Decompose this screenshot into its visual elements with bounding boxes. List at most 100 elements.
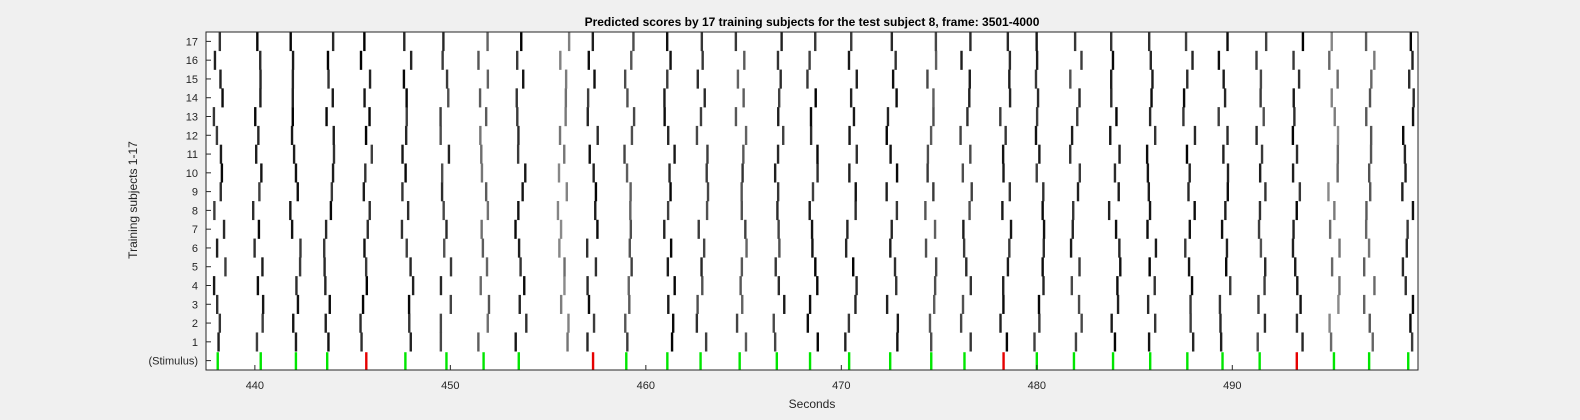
stimulus-mark-1 — [259, 352, 262, 370]
prediction-mark-24-11 — [1118, 144, 1121, 164]
prediction-mark-19-1 — [930, 332, 933, 352]
prediction-mark-1-14 — [259, 88, 262, 108]
prediction-mark-1-13 — [254, 107, 257, 127]
prediction-mark-24-14 — [1110, 88, 1113, 108]
prediction-mark-4-6 — [363, 238, 366, 258]
y-tick-label-3: 3 — [192, 299, 198, 311]
prediction-mark-14-6 — [745, 238, 748, 258]
plot-area — [205, 31, 1419, 371]
prediction-mark-21-16 — [1008, 50, 1012, 70]
prediction-mark-5-17 — [403, 32, 406, 52]
prediction-mark-23-11 — [1069, 144, 1072, 164]
prediction-mark-26-1 — [1191, 332, 1195, 352]
prediction-mark-7-6 — [481, 238, 485, 258]
y-axis-label: Training subjects 1-17 — [126, 141, 140, 259]
prediction-mark-24-8 — [1107, 201, 1111, 221]
prediction-mark-22-10 — [1035, 163, 1038, 183]
prediction-mark-30-14 — [1330, 88, 1333, 108]
prediction-mark-19-17 — [934, 32, 938, 52]
prediction-mark-3-14 — [331, 88, 334, 108]
prediction-mark-5-15 — [402, 69, 406, 89]
prediction-mark-0-5 — [224, 257, 227, 277]
prediction-mark-20-9 — [970, 182, 973, 202]
y-tick-label-2: 2 — [192, 318, 198, 330]
prediction-mark-9-4 — [563, 276, 566, 296]
prediction-mark-21-8 — [1001, 201, 1004, 221]
prediction-mark-12-15 — [666, 69, 669, 89]
prediction-mark-10-17 — [591, 32, 595, 52]
prediction-mark-30-16 — [1328, 50, 1331, 70]
prediction-mark-26-2 — [1189, 313, 1192, 333]
prediction-mark-19-10 — [926, 163, 929, 183]
prediction-mark-3-13 — [325, 107, 328, 127]
prediction-mark-28-14 — [1259, 88, 1262, 108]
prediction-mark-29-9 — [1298, 182, 1302, 202]
prediction-mark-8-10 — [524, 163, 527, 183]
stimulus-mark-21 — [1035, 352, 1039, 370]
prediction-mark-0-17 — [218, 32, 222, 52]
prediction-mark-10-4 — [586, 276, 589, 296]
prediction-mark-25-2 — [1153, 313, 1157, 333]
prediction-mark-3-17 — [331, 32, 335, 52]
prediction-mark-26-16 — [1191, 50, 1194, 70]
prediction-mark-6-11 — [447, 144, 451, 164]
prediction-mark-7-16 — [477, 50, 480, 70]
stimulus-mark-29 — [1332, 352, 1336, 370]
prediction-mark-13-10 — [705, 163, 708, 183]
prediction-mark-13-9 — [706, 182, 710, 202]
prediction-mark-19-5 — [934, 257, 938, 277]
prediction-mark-24-13 — [1115, 107, 1118, 127]
prediction-mark-0-13 — [212, 107, 216, 127]
prediction-mark-28-15 — [1259, 69, 1263, 89]
prediction-mark-4-1 — [360, 332, 363, 352]
prediction-mark-16-11 — [816, 144, 819, 164]
prediction-mark-25-5 — [1148, 257, 1151, 277]
prediction-mark-31-4 — [1373, 276, 1376, 296]
prediction-mark-16-6 — [811, 238, 814, 258]
prediction-mark-17-6 — [844, 238, 848, 258]
prediction-mark-14-9 — [740, 182, 743, 202]
prediction-mark-14-14 — [742, 88, 745, 108]
prediction-mark-22-15 — [1034, 69, 1038, 89]
prediction-mark-3-7 — [324, 219, 328, 239]
prediction-mark-3-5 — [323, 257, 326, 277]
prediction-mark-21-11 — [1001, 144, 1005, 164]
prediction-mark-9-8 — [556, 201, 560, 221]
prediction-mark-6-10 — [440, 163, 444, 183]
prediction-mark-9-12 — [558, 125, 562, 145]
prediction-mark-25-16 — [1149, 50, 1152, 70]
prediction-mark-8-2 — [525, 313, 528, 333]
prediction-mark-9-14 — [564, 88, 568, 108]
prediction-mark-16-8 — [808, 201, 811, 221]
prediction-mark-8-14 — [515, 88, 518, 108]
prediction-mark-8-8 — [517, 201, 520, 221]
prediction-mark-1-17 — [256, 32, 259, 52]
prediction-mark-12-12 — [667, 125, 670, 145]
y-tick-label-16: 16 — [186, 55, 198, 67]
stimulus-mark-4 — [365, 352, 368, 370]
prediction-mark-12-10 — [668, 163, 671, 183]
prediction-mark-25-6 — [1154, 238, 1158, 258]
prediction-mark-9-6 — [558, 238, 561, 258]
prediction-mark-5-1 — [409, 332, 412, 352]
prediction-mark-14-7 — [744, 219, 747, 239]
prediction-mark-25-8 — [1148, 201, 1152, 221]
prediction-mark-0-12 — [215, 125, 219, 145]
prediction-mark-26-12 — [1193, 125, 1197, 145]
prediction-mark-16-16 — [808, 50, 811, 70]
prediction-mark-1-6 — [253, 238, 256, 258]
prediction-mark-23-3 — [1077, 294, 1081, 314]
prediction-mark-8-5 — [519, 257, 522, 277]
prediction-mark-21-4 — [1002, 276, 1005, 296]
prediction-mark-29-17 — [1301, 32, 1305, 52]
prediction-mark-5-8 — [406, 201, 410, 221]
stimulus-mark-0 — [216, 352, 219, 370]
prediction-mark-4-9 — [362, 182, 366, 202]
prediction-mark-27-13 — [1217, 107, 1220, 127]
prediction-mark-8-1 — [514, 332, 517, 352]
prediction-mark-11-11 — [623, 144, 626, 164]
prediction-mark-23-17 — [1073, 32, 1077, 52]
prediction-mark-6-16 — [441, 50, 444, 70]
prediction-mark-10-1 — [586, 332, 589, 352]
stimulus-mark-2 — [294, 352, 298, 370]
